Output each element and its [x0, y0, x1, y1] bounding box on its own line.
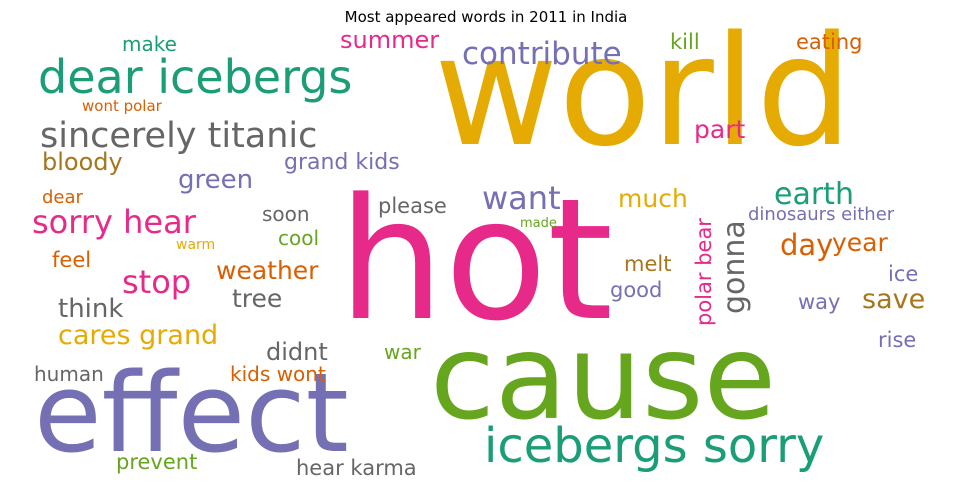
word-effect: effect — [34, 349, 349, 477]
word-year: year — [832, 228, 888, 257]
word-eating: eating — [796, 30, 863, 54]
word-rise: rise — [878, 328, 917, 352]
word-wont-polar: wont polar — [82, 97, 162, 115]
word-weather: weather — [216, 256, 319, 285]
word-prevent: prevent — [116, 450, 198, 474]
word-polar-bear: polar bear — [692, 218, 716, 326]
word-sorry-hear: sorry hear — [32, 203, 196, 241]
word-melt: melt — [624, 252, 672, 276]
word-please: please — [378, 194, 447, 218]
word-save: save — [862, 284, 926, 315]
word-much: much — [618, 184, 688, 213]
word-think: think — [58, 294, 124, 324]
word-summer: summer — [340, 28, 440, 54]
word-human: human — [34, 362, 104, 386]
word-dear-icebergs: dear icebergs — [38, 50, 353, 104]
word-gonna: gonna — [717, 220, 752, 314]
word-warm: warm — [176, 237, 216, 253]
word-dear: dear — [42, 187, 83, 208]
word-want: want — [482, 179, 561, 217]
word-bloody: bloody — [42, 148, 123, 176]
word-feel: feel — [52, 248, 92, 272]
word-made: made — [520, 216, 557, 231]
word-sincerely-titanic: sincerely titanic — [40, 116, 318, 156]
word-make: make — [122, 32, 177, 56]
word-hear-karma: hear karma — [296, 456, 417, 480]
word-earth: earth — [774, 177, 854, 212]
word-contribute: contribute — [462, 36, 622, 72]
word-war: war — [384, 340, 421, 364]
word-tree: tree — [232, 284, 283, 313]
word-way: way — [798, 290, 841, 314]
word-good: good — [610, 278, 663, 302]
word-cause: cause — [430, 308, 777, 446]
word-hot: hot — [338, 162, 614, 358]
word-grand-kids: grand kids — [284, 150, 400, 175]
word-kill: kill — [670, 30, 700, 54]
word-kids-wont: kids wont — [230, 362, 326, 386]
word-stop: stop — [122, 263, 192, 301]
word-ice: ice — [888, 262, 919, 286]
word-didnt: didnt — [266, 338, 328, 366]
word-soon: soon — [262, 202, 310, 226]
word-cool: cool — [278, 226, 320, 250]
word-day: day — [780, 228, 834, 262]
word-cloud: world hot cause effect dear icebergs ice… — [26, 28, 950, 490]
word-cares-grand: cares grand — [58, 320, 219, 351]
word-dinosaurs-either: dinosaurs either — [748, 204, 895, 225]
word-world: world — [434, 28, 853, 180]
word-part: part — [694, 115, 746, 144]
word-icebergs-sorry: icebergs sorry — [484, 418, 825, 474]
chart-title: Most appeared words in 2011 in India — [344, 8, 628, 26]
word-green: green — [178, 165, 254, 195]
